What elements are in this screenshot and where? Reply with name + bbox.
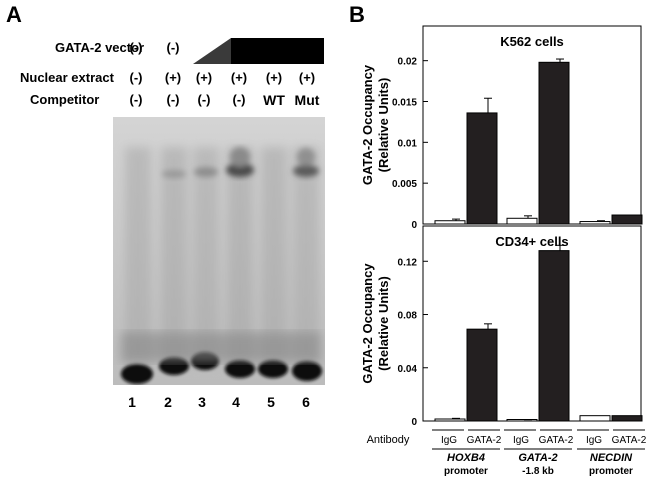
competitor-label: Competitor: [30, 92, 100, 107]
antibody-gata2-label: GATA-2: [612, 435, 647, 446]
chart-title-2: CD34+ cells: [495, 234, 568, 249]
y-tick-label: 0.04: [398, 364, 418, 375]
lane5-extract: (+): [265, 70, 283, 85]
bar-gata2-1: [466, 328, 498, 422]
antibody-igg-label: IgG: [441, 435, 457, 446]
chart-frame-2: [422, 225, 642, 422]
group-name: NECDIN: [590, 452, 633, 464]
bar-gata2-2: [538, 250, 570, 422]
panel-a-letter: A: [6, 2, 22, 27]
bar-igg-2: [506, 217, 538, 225]
y-tick-label: 0: [411, 417, 417, 428]
group-subname: -1.8 kb: [522, 466, 554, 477]
lane2-vector: (-): [166, 40, 180, 55]
antibody-igg-label: IgG: [513, 435, 529, 446]
lane1-extract: (-): [129, 70, 143, 85]
chart-title-1: K562 cells: [500, 34, 564, 49]
lane3-competitor: (-): [197, 92, 211, 107]
group-subname: promoter: [444, 466, 488, 477]
antibody-gata2-label: GATA-2: [467, 435, 502, 446]
vector-gradient-wedge: [193, 38, 324, 64]
bar-igg-2: [506, 419, 538, 422]
lane-number-2: 2: [164, 394, 172, 410]
lane6-competitor: Mut: [294, 92, 320, 108]
y-tick-label: 0.005: [392, 179, 417, 190]
nuclear-extract-label: Nuclear extract: [20, 70, 114, 85]
y-tick-label: 0.01: [398, 138, 418, 149]
y-axis-label-line1: GATA-2 Occupancy: [360, 263, 375, 384]
bar-gata2-1: [466, 112, 498, 225]
emsa-gel-image: [113, 117, 325, 385]
y-tick-label: 0: [411, 220, 417, 231]
group-name: GATA-2: [518, 452, 557, 464]
lane4-competitor: (-): [232, 92, 246, 107]
lane4-extract: (+): [230, 70, 248, 85]
chart-frame-1: [422, 25, 642, 225]
y-tick-label: 0.12: [398, 257, 418, 268]
lane2-extract: (+): [164, 70, 182, 85]
antibody-gata2-label: GATA-2: [539, 435, 574, 446]
lane1-vector: (-): [129, 40, 143, 55]
y-tick-label: 0.015: [392, 98, 417, 109]
bar-igg-1: [434, 418, 466, 422]
group-name: HOXB4: [447, 452, 485, 464]
lane1-competitor: (-): [129, 92, 143, 107]
lane-number-6: 6: [302, 394, 310, 410]
y-axis-label-line1: GATA-2 Occupancy: [360, 64, 375, 185]
y-tick-label: 0.02: [398, 57, 418, 68]
bar-igg-3: [579, 221, 611, 225]
lane-number-4: 4: [232, 394, 240, 410]
lane2-competitor: (-): [166, 92, 180, 107]
lane-number-1: 1: [128, 394, 136, 410]
y-tick-label: 0.08: [398, 311, 418, 322]
lane3-extract: (+): [195, 70, 213, 85]
bar-gata2-3: [611, 415, 643, 422]
lane-number-5: 5: [267, 394, 275, 410]
bar-igg-3: [579, 415, 611, 422]
antibody-igg-label: IgG: [586, 435, 602, 446]
lane5-competitor: WT: [263, 92, 285, 108]
lane6-extract: (+): [298, 70, 316, 85]
bar-gata2-2: [538, 61, 570, 225]
bar-igg-1: [434, 220, 466, 225]
gata2-vector-label: GATA-2 vector: [55, 40, 145, 55]
y-axis-label-line2: (Relative Units): [376, 276, 391, 371]
group-subname: promoter: [589, 466, 633, 477]
y-axis-label-line2: (Relative Units): [376, 78, 391, 173]
antibody-label: Antibody: [367, 434, 410, 446]
lane-number-3: 3: [198, 394, 206, 410]
bar-gata2-3: [611, 214, 643, 225]
panel-b-letter: B: [349, 2, 365, 27]
